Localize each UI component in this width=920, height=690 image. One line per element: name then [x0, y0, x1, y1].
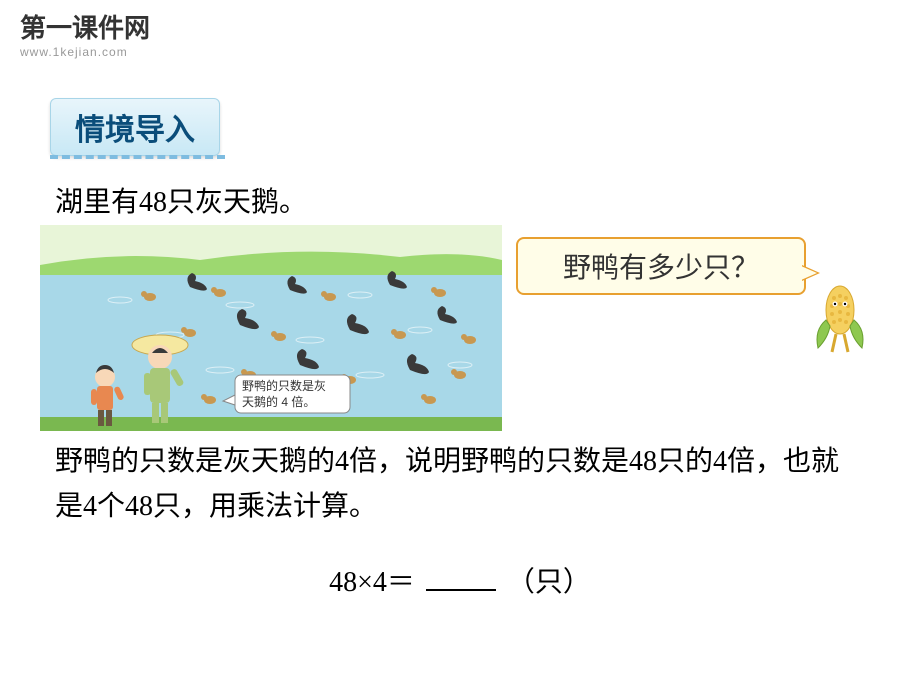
bubble-line2: 天鹅的 4 倍。 — [242, 394, 315, 409]
question-text: 野鸭有多少只？ — [563, 246, 759, 286]
lake-svg: 野鸭的只数是灰 天鹅的 4 倍。 — [40, 225, 502, 431]
illustration-speech-bubble: 野鸭的只数是灰 天鹅的 4 倍。 — [223, 375, 350, 413]
equation-blank — [426, 589, 496, 591]
question-bubble: 野鸭有多少只？ — [516, 237, 806, 295]
lake-illustration: 野鸭的只数是灰 天鹅的 4 倍。 — [40, 225, 502, 431]
site-logo: 第一课件网 www.1kejian.com — [20, 8, 150, 59]
bubble-line1: 野鸭的只数是灰 — [242, 378, 326, 393]
logo-url: www.1kejian.com — [20, 45, 150, 59]
problem-statement: 湖里有48只灰天鹅。 — [55, 180, 307, 220]
section-title-text: 情境导入 — [75, 114, 195, 147]
title-underline — [50, 155, 225, 159]
section-title-badge: 情境导入 — [50, 98, 220, 156]
equation-left: 48×4＝ — [329, 567, 415, 598]
equation-unit: （只） — [507, 567, 591, 598]
corn-character — [810, 280, 870, 360]
logo-text: 第一课件网 — [20, 8, 150, 45]
explanation-text: 野鸭的只数是灰天鹅的4倍，说明野鸭的只数是48只的4倍，也就是4个48只，用乘法… — [55, 440, 865, 530]
equation-line: 48×4＝ （只） — [0, 560, 920, 600]
